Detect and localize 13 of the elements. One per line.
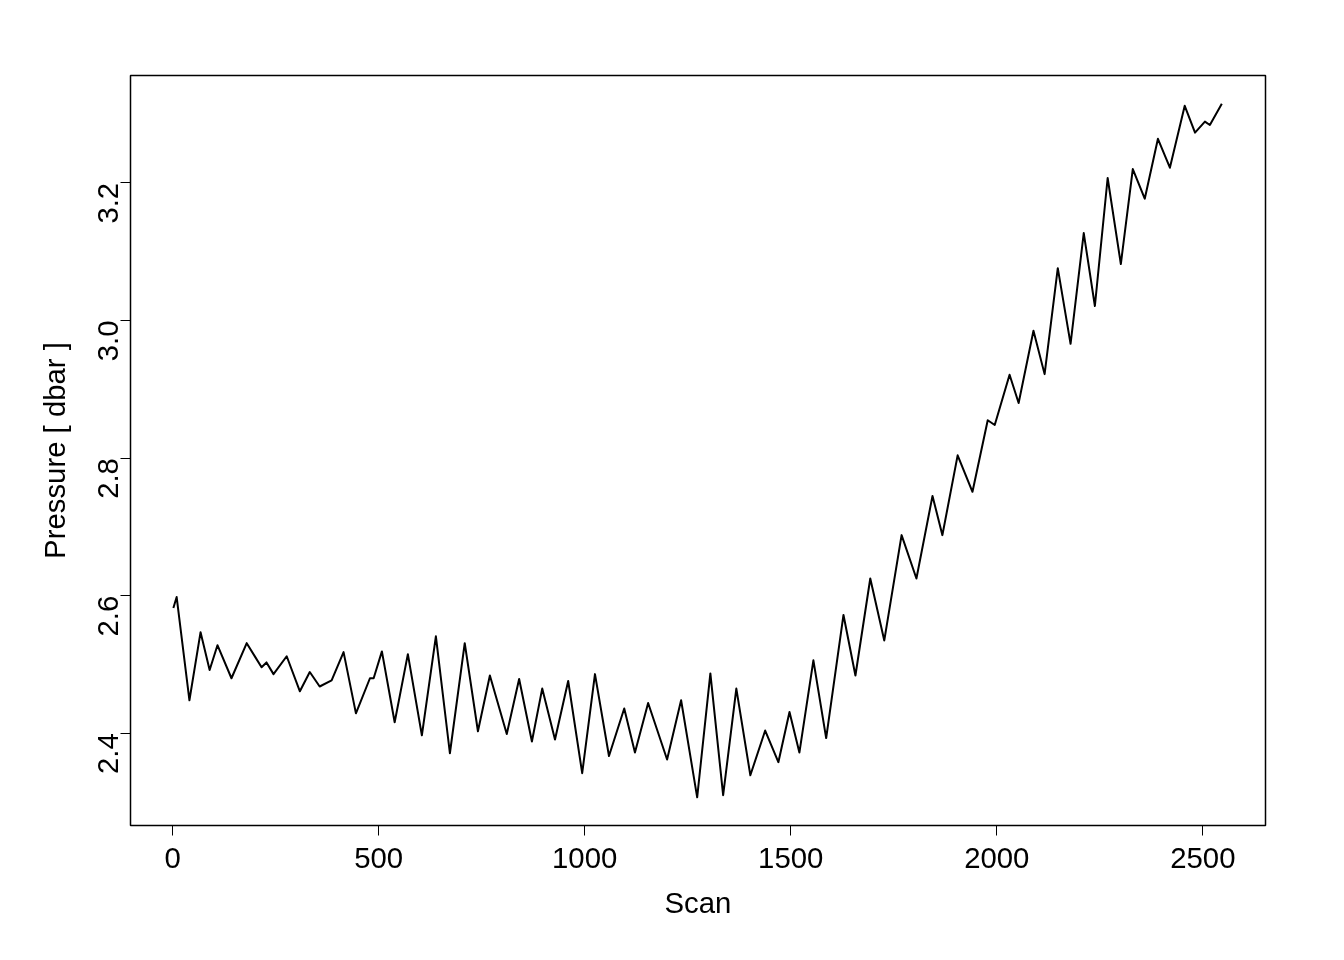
- x-tick-label: 1500: [758, 840, 824, 874]
- y-axis-title: Pressure [ dbar ]: [37, 342, 71, 559]
- y-tick-label: 2.4: [91, 733, 125, 775]
- x-tick-label: 2000: [964, 840, 1030, 874]
- y-tick-label: 3.2: [91, 182, 125, 224]
- y-tick-label: 2.8: [91, 458, 125, 499]
- x-tick-label: 2500: [1170, 840, 1236, 874]
- x-tick-label: 0: [164, 840, 181, 874]
- y-tick-label: 3.0: [91, 320, 125, 362]
- x-axis-title: Scan: [664, 885, 732, 919]
- x-tick-label: 500: [354, 840, 404, 874]
- x-tick-label: 1000: [552, 840, 618, 874]
- y-tick-label: 2.6: [91, 595, 125, 637]
